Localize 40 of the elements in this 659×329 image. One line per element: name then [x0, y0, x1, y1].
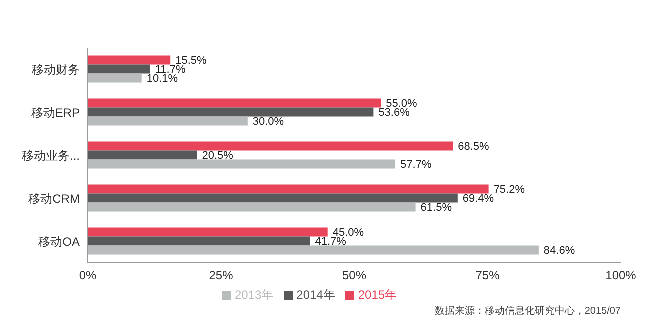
legend-label: 2014年 — [296, 288, 336, 302]
y-tick-label: 移动业务... — [22, 148, 80, 163]
bar — [88, 184, 489, 194]
bar — [88, 108, 374, 117]
x-tick-label: 25% — [209, 268, 234, 283]
data-label: 75.2% — [494, 184, 526, 196]
legend-label: 2015年 — [358, 288, 398, 302]
bar — [88, 64, 150, 74]
data-label: 61.5% — [420, 202, 452, 214]
bar — [88, 194, 458, 203]
bar — [88, 142, 454, 151]
data-label: 57.7% — [400, 159, 432, 172]
data-label: 20.5% — [202, 150, 234, 162]
legend-label: 2013年 — [234, 288, 274, 302]
x-tick-label: 75% — [476, 268, 500, 283]
x-tick-label: 100% — [606, 268, 637, 283]
source-note: 数据来源：移动信息化研究中心，2015/07 — [434, 304, 622, 318]
bar — [88, 246, 539, 255]
y-tick-label: 移动ERP — [31, 106, 80, 120]
bar — [88, 202, 416, 212]
y-tick-label: 移动OA — [38, 234, 80, 249]
data-label: 84.6% — [544, 245, 576, 258]
data-label: 10.1% — [146, 73, 178, 86]
data-label: 69.4% — [462, 193, 494, 206]
bar — [88, 98, 382, 108]
data-label: 41.7% — [315, 236, 347, 248]
bar — [88, 236, 310, 246]
bar — [88, 160, 396, 169]
x-tick-label: 0% — [79, 268, 97, 283]
bar — [88, 56, 171, 65]
data-label: 68.5% — [458, 141, 490, 154]
y-tick-label: 移动财务 — [32, 62, 80, 77]
x-tick-label: 50% — [342, 268, 367, 283]
bar — [88, 150, 198, 160]
bar — [88, 74, 142, 83]
data-label: 53.6% — [378, 107, 410, 120]
data-label: 30.0% — [252, 116, 284, 128]
bar — [88, 116, 248, 126]
bar — [88, 228, 328, 237]
y-tick-label: 移动CRM — [28, 192, 80, 206]
